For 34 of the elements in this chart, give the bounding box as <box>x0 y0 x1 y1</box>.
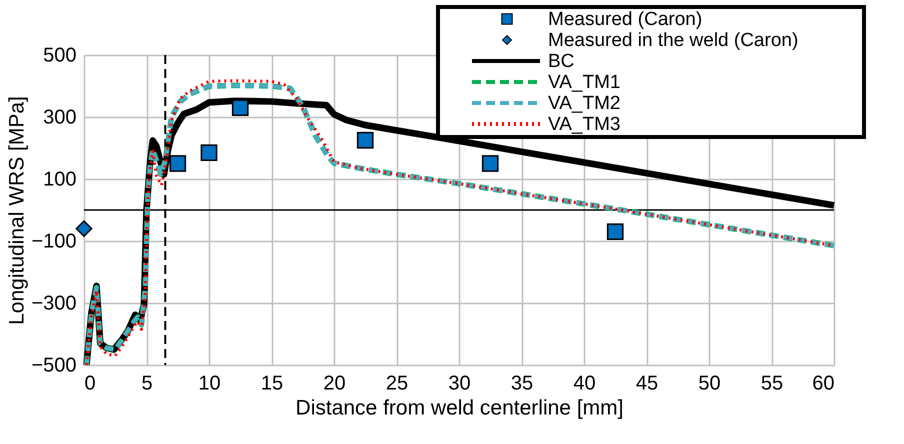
point <box>200 144 218 161</box>
legend-label: Measured in the weld (Caron) <box>548 30 798 51</box>
point <box>76 220 92 237</box>
y-axis-title: Longitudinal WRS [MPa] <box>5 96 28 325</box>
point <box>232 99 249 116</box>
point <box>482 155 499 172</box>
x-tick-label: 20 <box>323 372 346 394</box>
x-tick-label: 10 <box>198 372 221 394</box>
x-tick-label: 15 <box>260 372 284 394</box>
x-tick-label: 35 <box>510 372 534 394</box>
y-tick-label: −100 <box>31 230 76 252</box>
x-tick-label: 5 <box>141 372 153 394</box>
point <box>606 223 624 240</box>
point <box>169 155 186 172</box>
y-tick-label: −500 <box>31 354 76 376</box>
y-tick-label: 300 <box>43 106 76 128</box>
y-tick-label: 100 <box>43 168 76 190</box>
x-tick-label: 50 <box>698 372 721 394</box>
x-tick-label: 0 <box>84 372 96 394</box>
legend-label: BC <box>548 51 574 72</box>
legend-label: Measured (Caron) <box>548 9 702 30</box>
x-tick-label: 55 <box>760 372 784 394</box>
x-tick-label: 25 <box>386 372 408 394</box>
x-tick-label: 60 <box>812 372 834 394</box>
point <box>356 132 374 149</box>
x-tick-label: 40 <box>573 372 596 394</box>
legend-label: VA_TM1 <box>548 72 621 93</box>
legend-label: VA_TM3 <box>548 114 621 135</box>
x-tick-label: 45 <box>636 372 658 394</box>
y-tick-label: 500 <box>43 44 76 66</box>
x-axis-title: Distance from weld centerline [mm] <box>296 396 624 420</box>
y-tick-label: −300 <box>31 292 76 314</box>
legend-label: VA_TM2 <box>548 93 621 114</box>
x-tick-label: 30 <box>448 372 471 394</box>
